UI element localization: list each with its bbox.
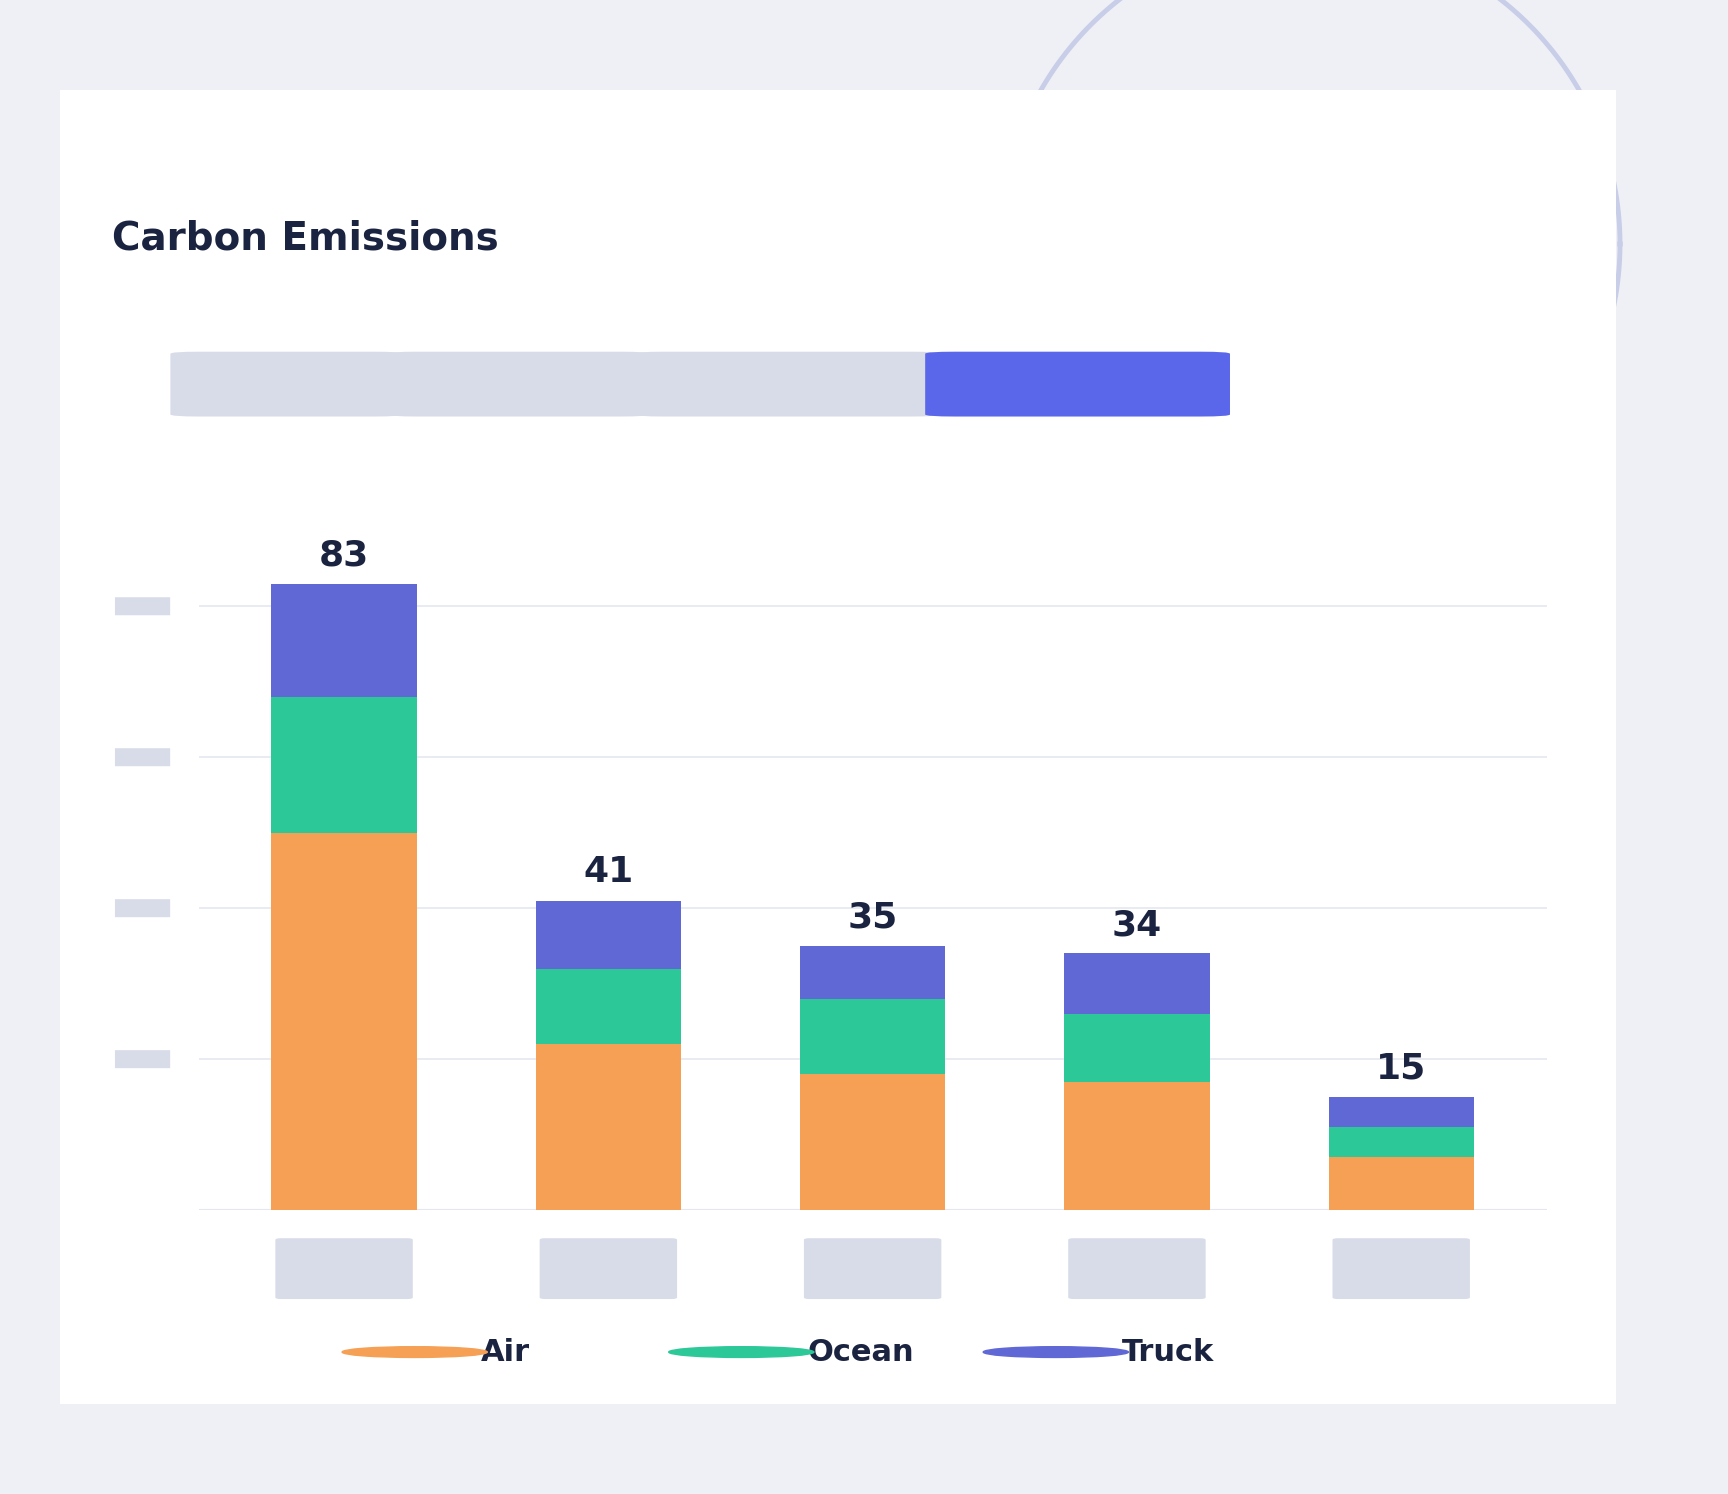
Circle shape	[342, 1346, 487, 1358]
FancyBboxPatch shape	[389, 351, 650, 417]
Text: 83: 83	[320, 538, 370, 572]
Bar	[800, 999, 945, 1074]
Bar	[1064, 953, 1210, 1014]
Circle shape	[669, 1346, 814, 1358]
Bar	[1329, 1158, 1474, 1210]
Text: 34: 34	[1111, 908, 1161, 943]
Bar	[800, 946, 945, 999]
Bar	[536, 901, 681, 968]
Bar	[536, 968, 681, 1044]
Bar	[800, 1074, 945, 1210]
FancyBboxPatch shape	[116, 598, 169, 616]
FancyBboxPatch shape	[38, 70, 1640, 1424]
Text: 35: 35	[847, 901, 899, 935]
FancyBboxPatch shape	[1332, 1239, 1471, 1298]
FancyBboxPatch shape	[924, 351, 1230, 417]
FancyBboxPatch shape	[804, 1239, 942, 1298]
Bar	[1064, 1082, 1210, 1210]
Circle shape	[983, 1346, 1128, 1358]
FancyBboxPatch shape	[116, 1050, 169, 1068]
Text: Air: Air	[480, 1337, 530, 1367]
Text: Truck: Truck	[1123, 1337, 1215, 1367]
FancyBboxPatch shape	[1068, 1239, 1206, 1298]
Bar	[271, 584, 416, 696]
Bar	[1329, 1126, 1474, 1158]
FancyBboxPatch shape	[275, 1239, 413, 1298]
Bar	[1064, 1014, 1210, 1082]
Bar	[271, 696, 416, 832]
Text: Ocean: Ocean	[807, 1337, 914, 1367]
Bar	[271, 832, 416, 1210]
FancyBboxPatch shape	[116, 899, 169, 917]
FancyBboxPatch shape	[116, 748, 169, 766]
Text: 15: 15	[1375, 1052, 1426, 1086]
FancyBboxPatch shape	[634, 351, 940, 417]
Bar	[1329, 1097, 1474, 1126]
FancyBboxPatch shape	[171, 351, 403, 417]
Bar	[536, 1044, 681, 1210]
Text: Carbon Emissions: Carbon Emissions	[112, 220, 499, 257]
FancyBboxPatch shape	[539, 1239, 677, 1298]
Text: 41: 41	[584, 856, 634, 889]
